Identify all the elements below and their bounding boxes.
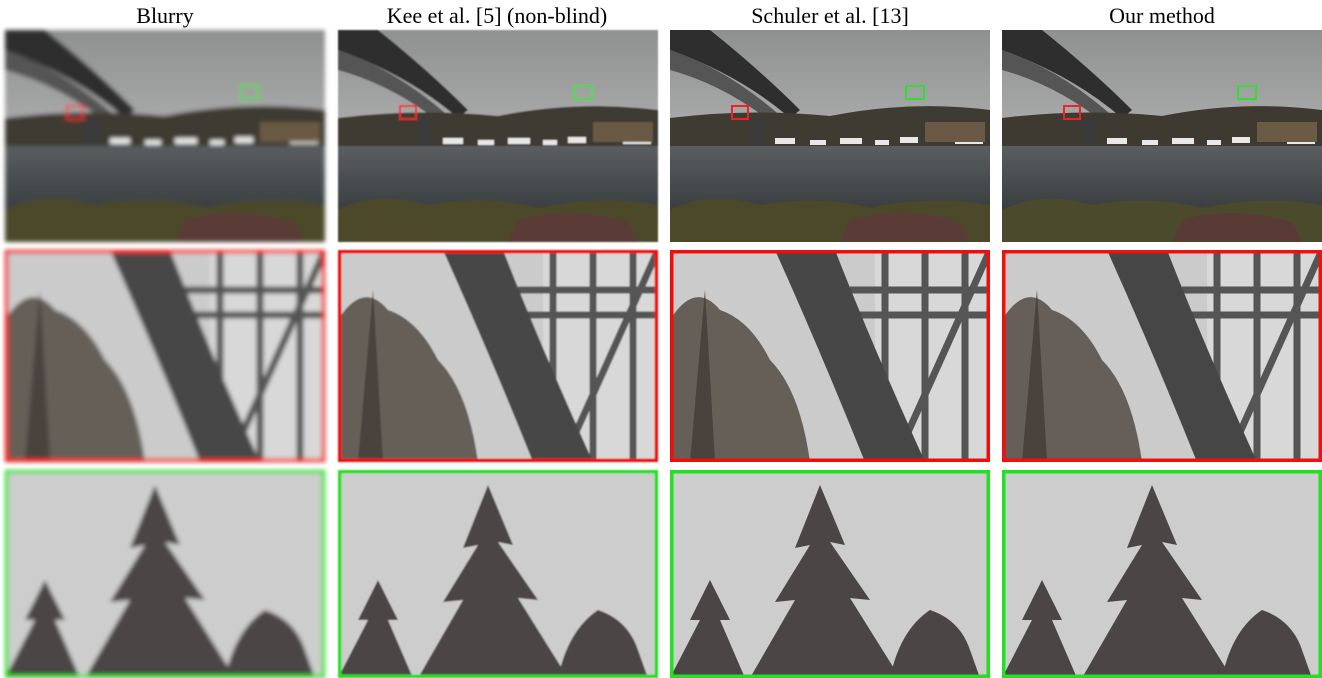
crop-red: [670, 250, 990, 462]
column-ours: Our method: [1002, 3, 1322, 678]
crop-red: [1002, 250, 1322, 462]
column-schuler: Schuler et al. [13]: [670, 3, 990, 678]
crop-red: [338, 250, 658, 462]
crop-green: [5, 470, 325, 678]
crop-green: [338, 470, 658, 678]
column-title: Kee et al. [5] (non-blind): [387, 3, 608, 28]
column-blurry: Blurry: [5, 3, 325, 678]
figure: Blurry Kee et al. [5] (non-blind) Schule…: [0, 0, 1322, 678]
scene-image: [1002, 30, 1322, 242]
crop-green: [670, 470, 990, 678]
column-title: Blurry: [136, 3, 193, 28]
column-title: Schuler et al. [13]: [751, 3, 909, 28]
scene-image: [338, 30, 658, 242]
scene-image: [5, 30, 325, 242]
column-title: Our method: [1109, 3, 1215, 28]
crop-red: [5, 250, 325, 462]
column-kee: Kee et al. [5] (non-blind): [338, 3, 658, 678]
scene-image: [670, 30, 990, 242]
crop-green: [1002, 470, 1322, 678]
